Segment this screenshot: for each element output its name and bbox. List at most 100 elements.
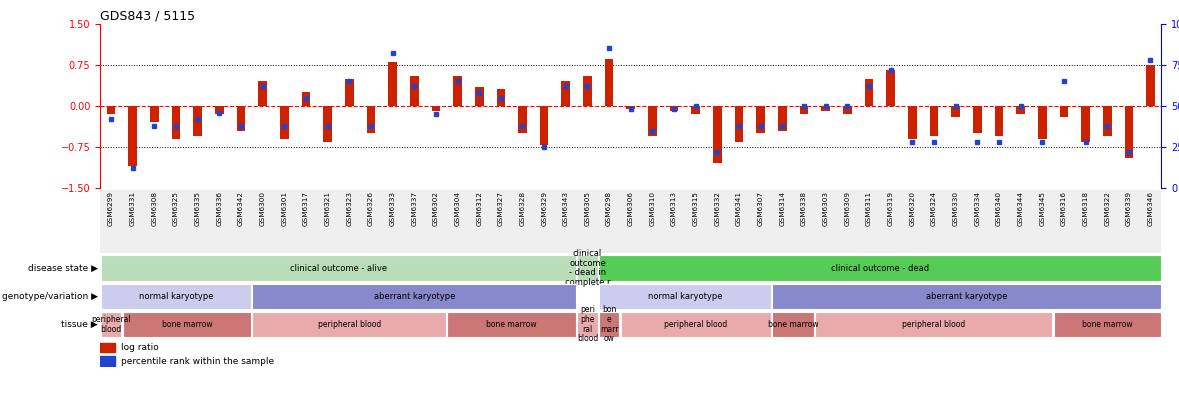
Bar xyxy=(793,190,815,253)
Text: GSM6302: GSM6302 xyxy=(433,191,439,227)
Text: peri
phe
ral
blood: peri phe ral blood xyxy=(577,305,598,343)
Bar xyxy=(107,106,116,114)
Bar xyxy=(432,106,440,111)
Bar xyxy=(1140,190,1161,253)
Bar xyxy=(230,190,252,253)
Text: bon
e
marr
ow: bon e marr ow xyxy=(600,305,618,343)
Bar xyxy=(578,255,598,281)
Bar xyxy=(367,106,375,133)
Bar xyxy=(252,284,577,309)
Bar xyxy=(1081,106,1089,141)
Bar xyxy=(771,190,793,253)
Bar xyxy=(360,190,382,253)
Bar xyxy=(691,106,700,114)
Bar xyxy=(967,190,988,253)
Text: peripheral blood: peripheral blood xyxy=(317,320,381,329)
Bar xyxy=(1125,106,1133,158)
Bar xyxy=(598,190,620,253)
Bar xyxy=(540,106,548,145)
Text: GSM6315: GSM6315 xyxy=(693,191,699,227)
Text: GSM6321: GSM6321 xyxy=(324,191,330,227)
Bar xyxy=(1054,312,1160,337)
Text: GSM6336: GSM6336 xyxy=(216,191,223,227)
Bar xyxy=(1060,106,1068,117)
Bar xyxy=(880,190,902,253)
Bar xyxy=(295,190,317,253)
Text: GSM6305: GSM6305 xyxy=(585,191,591,227)
Text: tissue ▶: tissue ▶ xyxy=(61,320,98,329)
Text: GSM6314: GSM6314 xyxy=(779,191,785,227)
Bar xyxy=(599,284,771,309)
Text: log ratio: log ratio xyxy=(120,343,159,352)
Bar xyxy=(599,312,619,337)
Text: genotype/variation ▶: genotype/variation ▶ xyxy=(2,292,98,301)
Text: normal karyotype: normal karyotype xyxy=(647,292,723,301)
Bar xyxy=(323,106,332,141)
Text: aberrant karyotype: aberrant karyotype xyxy=(374,292,455,301)
Text: GSM6308: GSM6308 xyxy=(151,191,157,227)
Bar xyxy=(345,78,354,106)
Bar xyxy=(822,106,830,111)
Bar xyxy=(605,59,613,106)
Text: GSM6343: GSM6343 xyxy=(562,191,568,227)
Text: GSM6323: GSM6323 xyxy=(347,191,353,227)
Text: GSM6320: GSM6320 xyxy=(909,191,915,227)
Text: GSM6316: GSM6316 xyxy=(1061,191,1067,227)
Bar xyxy=(388,62,397,106)
Text: GSM6331: GSM6331 xyxy=(130,191,136,227)
Bar xyxy=(648,106,657,136)
Text: aberrant karyotype: aberrant karyotype xyxy=(926,292,1007,301)
Text: GSM6313: GSM6313 xyxy=(671,191,677,227)
Bar xyxy=(599,255,1160,281)
Bar xyxy=(144,190,165,253)
Text: GSM6328: GSM6328 xyxy=(520,191,526,227)
Text: GSM6329: GSM6329 xyxy=(541,191,547,227)
Bar xyxy=(172,106,180,139)
Bar xyxy=(1009,190,1032,253)
Text: GSM6309: GSM6309 xyxy=(844,191,850,227)
Text: peripheral blood: peripheral blood xyxy=(902,320,966,329)
Bar xyxy=(101,255,577,281)
Bar xyxy=(1038,106,1047,139)
Bar xyxy=(317,190,338,253)
Text: GSM6312: GSM6312 xyxy=(476,191,482,227)
Text: GSM6345: GSM6345 xyxy=(1039,191,1046,227)
Text: GSM6300: GSM6300 xyxy=(259,191,265,227)
Text: normal karyotype: normal karyotype xyxy=(139,292,213,301)
Bar xyxy=(778,106,786,131)
Text: clinical outcome - alive: clinical outcome - alive xyxy=(290,264,387,272)
Text: GSM6344: GSM6344 xyxy=(1017,191,1023,227)
Bar xyxy=(150,106,159,122)
Text: GSM6340: GSM6340 xyxy=(996,191,1002,227)
Bar xyxy=(816,312,1053,337)
Text: GSM6342: GSM6342 xyxy=(238,191,244,227)
Text: peripheral
blood: peripheral blood xyxy=(91,315,131,334)
Text: GSM6346: GSM6346 xyxy=(1147,191,1153,227)
Bar xyxy=(490,190,512,253)
Bar xyxy=(988,190,1009,253)
Bar xyxy=(101,284,251,309)
Bar xyxy=(902,190,923,253)
Bar xyxy=(836,190,858,253)
Bar xyxy=(1032,190,1053,253)
Bar xyxy=(468,190,490,253)
Text: GDS843 / 5115: GDS843 / 5115 xyxy=(100,10,196,23)
Bar xyxy=(577,190,598,253)
Bar xyxy=(584,76,592,106)
Bar xyxy=(165,190,186,253)
Text: clinical
outcome
- dead in
complete r: clinical outcome - dead in complete r xyxy=(565,249,611,287)
Text: disease state ▶: disease state ▶ xyxy=(28,264,98,272)
Bar xyxy=(685,190,706,253)
Bar xyxy=(1102,106,1112,136)
Bar xyxy=(706,190,729,253)
Text: bone marrow: bone marrow xyxy=(487,320,536,329)
Bar xyxy=(670,106,678,111)
Bar xyxy=(410,76,419,106)
Bar xyxy=(555,190,577,253)
Bar xyxy=(713,106,722,164)
Bar xyxy=(338,190,360,253)
Bar xyxy=(100,343,116,352)
Bar xyxy=(447,312,577,337)
Bar xyxy=(237,106,245,131)
Bar xyxy=(215,106,224,114)
